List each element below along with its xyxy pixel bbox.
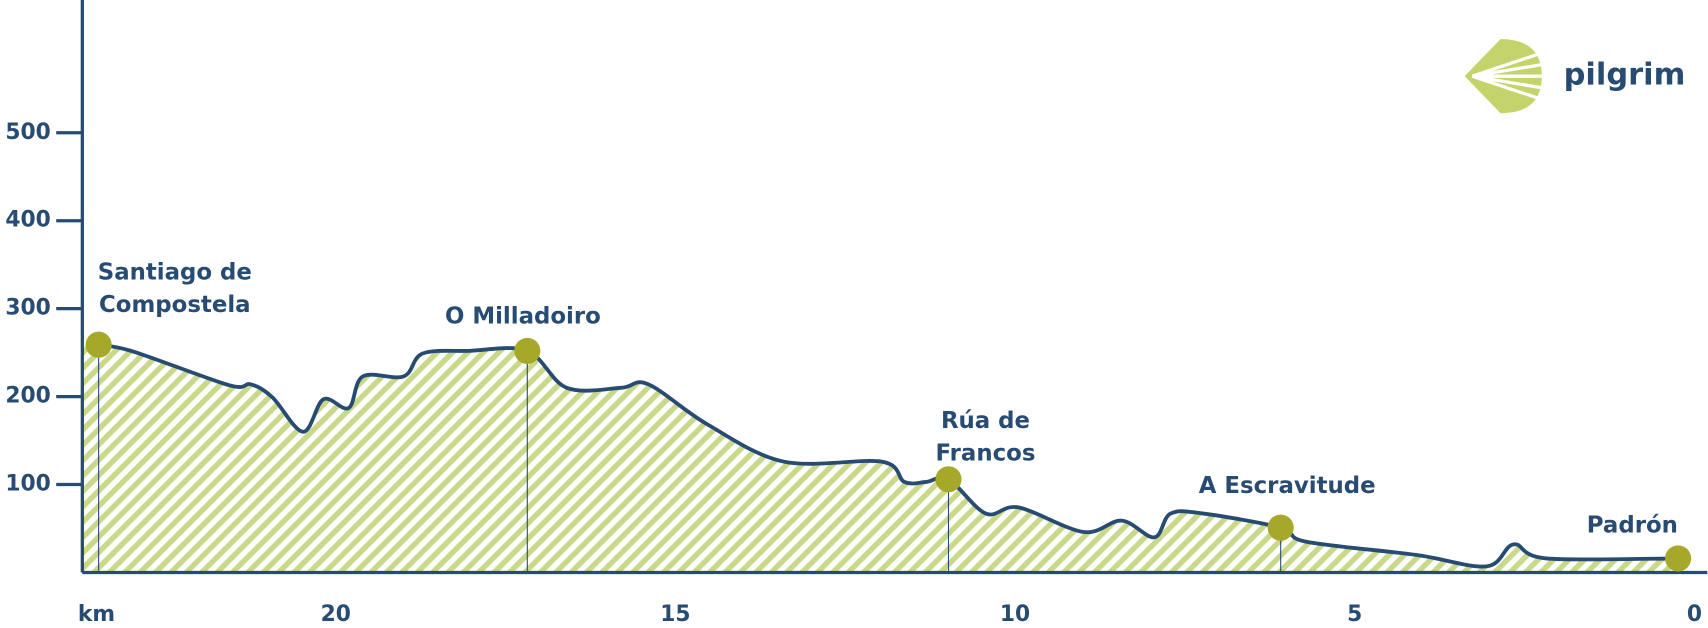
y-tick-label: 200 <box>5 384 50 409</box>
x-tick-label: 20 <box>321 602 351 627</box>
x-tick-label: 0 <box>1687 602 1702 627</box>
y-tick-label: 500 <box>5 120 50 145</box>
y-tick-label: 400 <box>5 208 50 233</box>
town-label: Compostela <box>99 292 251 318</box>
town-marker <box>935 466 962 493</box>
profile-line <box>98 342 1679 569</box>
brand: pilgrim <box>1564 58 1686 93</box>
town-marker <box>1665 545 1692 572</box>
town-marker <box>85 331 112 358</box>
town-label: Santiago de <box>98 259 252 285</box>
town-label: Padrón <box>1587 512 1678 538</box>
x-tick-label: 15 <box>660 602 690 627</box>
x-tick-label: 10 <box>1000 602 1030 627</box>
y-tick-label: 100 <box>5 472 50 497</box>
town-label: Rúa de <box>941 408 1030 434</box>
town-marker <box>514 337 541 364</box>
x-axis-label: km <box>78 602 115 627</box>
town-label: A Escravitude <box>1199 473 1376 499</box>
town-label: O Milladoiro <box>445 304 601 330</box>
logo: pilgrim <box>1464 39 1686 114</box>
y-tick-label: 300 <box>5 296 50 321</box>
area <box>82 344 1679 573</box>
x-tick-label: 5 <box>1347 602 1362 627</box>
town-label: Francos <box>936 441 1036 467</box>
town-marker <box>1267 514 1294 541</box>
